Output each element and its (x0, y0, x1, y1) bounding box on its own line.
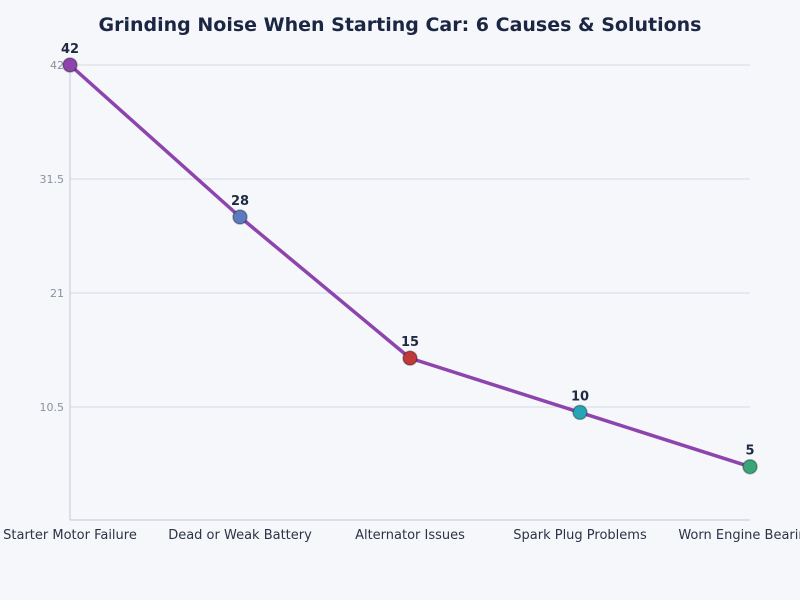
y-tick-label: 10.5 (40, 401, 65, 414)
y-tick-label: 42 (50, 59, 64, 72)
data-point (572, 404, 588, 421)
data-label: 28 (231, 194, 249, 209)
data-point (402, 350, 418, 366)
x-tick-label: Starter Motor Failure (3, 528, 137, 543)
data-point (742, 458, 758, 475)
data-label: 10 (571, 389, 589, 404)
data-label: 15 (401, 335, 419, 350)
x-tick-label: Dead or Weak Battery (168, 528, 312, 543)
data-point (232, 209, 248, 225)
x-tick-label: Alternator Issues (355, 528, 465, 543)
data-label: 42 (61, 42, 79, 57)
y-tick-label: 31.5 (40, 173, 65, 186)
data-point (62, 57, 78, 73)
x-tick-label: Spark Plug Problems (513, 528, 647, 543)
data-label: 5 (745, 444, 754, 459)
y-tick-label: 21 (50, 287, 64, 300)
chart-title: Grinding Noise When Starting Car: 6 Caus… (98, 14, 702, 36)
series-line (68, 63, 751, 469)
x-tick-label: Worn Engine Bearings (678, 528, 800, 543)
